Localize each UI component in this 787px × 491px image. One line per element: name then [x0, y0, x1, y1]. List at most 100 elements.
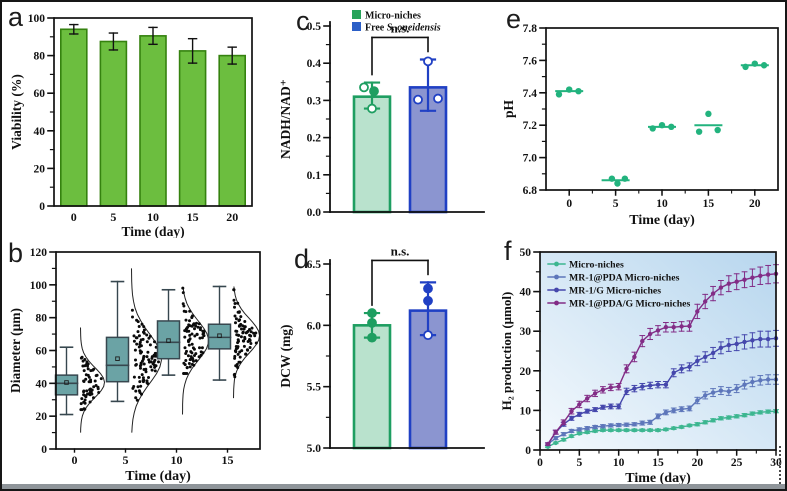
svg-text:20: 20	[34, 163, 46, 175]
panel-c: c n.s. 0.0 0.1 0.2 0.3 0.4 0.5 NADH/NAD⁺ Micro-n…	[264, 4, 496, 246]
sig-bracket: n.s.	[371, 20, 429, 76]
dcw-bar-chart: n.s. 5.0 5.5 6.0 6.5 DCW (mg)	[278, 246, 485, 455]
series-mr-1-pda-g-micro-niches	[544, 264, 779, 447]
bar-group-0	[352, 81, 392, 214]
svg-text:0: 0	[72, 453, 78, 467]
panel-c-label: c	[296, 6, 310, 36]
svg-text:30: 30	[520, 326, 532, 338]
svg-text:10: 10	[147, 210, 159, 224]
svg-text:7.8: 7.8	[523, 23, 538, 35]
panel-b: b 0 5 10 15 0 20 40 60 80 100 120 Time (day) Diamete…	[6, 240, 268, 488]
svg-text:n.s.: n.s.	[391, 20, 410, 35]
svg-text:Time (day): Time (day)	[121, 224, 184, 238]
svg-text:5.5: 5.5	[307, 382, 322, 394]
svg-text:MR-1/G Micro-niches: MR-1/G Micro-niches	[569, 286, 661, 297]
bar-day-10	[139, 35, 167, 207]
svg-text:Free S. oneidensis: Free S. oneidensis	[365, 23, 441, 34]
axes: 6.8 7.0 7.2 7.4 7.6 7.8 0 5 10 15 20	[523, 23, 779, 210]
scatter-points	[130, 308, 162, 402]
svg-text:80: 80	[36, 313, 48, 325]
panel-a-label: a	[8, 2, 24, 32]
scatter-points	[79, 355, 103, 412]
bar-day-5	[99, 40, 128, 207]
sig-bracket: n.s.	[371, 246, 429, 306]
svg-text:Viability (%): Viability (%)	[9, 74, 24, 150]
crop-mark-dotted-line	[779, 446, 781, 484]
plot-e: 6.8 7.0 7.2 7.4 7.6 7.8 0 5 10 15 20 Time (day) pH	[501, 23, 779, 228]
panel-b-label: b	[8, 238, 24, 268]
svg-text:5: 5	[110, 210, 116, 224]
diameter-box-plot: 0 5 10 15 0 20 40 60 80 100 120 Time (day) Diameter …	[8, 247, 261, 484]
panel-f: f 0 10 20 30 40 50 0 5 10 15 20 25 30 Micro-niches MR-…	[498, 238, 785, 488]
svg-text:20: 20	[749, 198, 761, 210]
svg-text:0.3: 0.3	[307, 95, 322, 107]
ph-scatter-chart: 6.8 7.0 7.2 7.4 7.6 7.8 0 5 10 15 20 Time (day) pH	[501, 23, 779, 228]
h2-production-line-chart: 0 10 20 30 40 50 0 5 10 15 20 25 30 Micro-niches MR-1@…	[499, 247, 782, 486]
svg-text:0: 0	[525, 445, 531, 457]
svg-text:5: 5	[576, 457, 582, 469]
box-group-day-0	[54, 327, 106, 433]
bars	[59, 23, 246, 207]
svg-text:Time (day): Time (day)	[625, 471, 691, 486]
box-group-day-10	[156, 286, 209, 415]
svg-text:120: 120	[30, 247, 48, 259]
svg-text:10: 10	[171, 453, 183, 467]
svg-text:20: 20	[692, 457, 704, 469]
panel-d-label: d	[294, 244, 310, 274]
svg-text:50: 50	[520, 247, 532, 259]
box-group-day-5	[105, 268, 162, 433]
svg-text:5.0: 5.0	[307, 443, 322, 455]
svg-text:Diameter (μm): Diameter (μm)	[8, 308, 23, 393]
box-group-day-15	[207, 285, 261, 399]
svg-text:7.0: 7.0	[523, 153, 538, 165]
viability-bar-chart: 0 5 10 15 20 0 20 40 60 80 100 Time (day) Viability …	[9, 13, 253, 238]
series-mr-1-pda-micro-niches	[544, 374, 779, 447]
svg-text:0.4: 0.4	[307, 58, 322, 70]
svg-text:5: 5	[613, 198, 619, 210]
panel-d: d n.s. 5.0 5.5 6.0 6.5 DCW (mg)	[264, 246, 496, 486]
plot-c: n.s. 0.0 0.1 0.2 0.3 0.4 0.5 NADH/NAD⁺	[278, 20, 485, 219]
axes: 0 20 40 60 80 100	[28, 13, 253, 213]
plot-a: 0 5 10 15 20 0 20 40 60 80 100 Time (day) Viability …	[9, 13, 253, 238]
axes: 0 20 40 60 80 100 120	[30, 247, 261, 456]
svg-text:25: 25	[731, 457, 743, 469]
svg-text:NADH/NAD⁺: NADH/NAD⁺	[278, 79, 293, 159]
svg-text:100: 100	[28, 13, 46, 25]
bar-day-15	[178, 50, 207, 207]
panel-e: e 6.8 7.0 7.2 7.4 7.6 7.8 0 5 10 15 20 Time (day) pH	[498, 4, 785, 238]
svg-text:0: 0	[41, 444, 47, 456]
svg-text:10: 10	[520, 405, 532, 417]
svg-text:6.5: 6.5	[307, 259, 322, 271]
svg-text:40: 40	[34, 126, 46, 138]
svg-text:40: 40	[520, 287, 532, 299]
svg-text:80: 80	[34, 51, 46, 63]
svg-text:6.8: 6.8	[523, 185, 538, 197]
panel-a: a 0 5 10 15 20 0 20 40 60 80 100 Time (day) Viabilit…	[6, 4, 258, 238]
ph-points	[555, 60, 769, 187]
nadh-nad-bar-chart: n.s. 0.0 0.1 0.2 0.3 0.4 0.5 NADH/NAD⁺ Micro-nic…	[278, 10, 485, 219]
svg-text:7.6: 7.6	[523, 55, 538, 67]
svg-text:0.1: 0.1	[307, 170, 322, 182]
axes: 5.0 5.5 6.0 6.5	[307, 259, 485, 455]
scatter-points	[181, 286, 206, 375]
svg-text:15: 15	[187, 210, 199, 224]
svg-text:20: 20	[36, 411, 48, 423]
svg-text:60: 60	[36, 346, 48, 358]
svg-text:15: 15	[652, 457, 664, 469]
svg-text:pH: pH	[501, 99, 516, 118]
panel-e-label: e	[506, 4, 522, 34]
legend-swatch-0	[352, 10, 361, 19]
svg-text:Micro-niches: Micro-niches	[569, 260, 624, 271]
scatter-points	[232, 288, 258, 379]
svg-text:Time (day): Time (day)	[629, 213, 695, 228]
bar-day-0	[59, 28, 88, 207]
plot-f: 0 10 20 30 40 50 0 5 10 15 20 25 30 Micro-niches MR-1@…	[499, 247, 782, 486]
bar-group-1	[408, 281, 448, 450]
svg-text:0: 0	[71, 210, 77, 224]
svg-text:H₂ production (μmol): H₂ production (μmol)	[499, 292, 514, 411]
legend-swatch-1	[352, 22, 361, 31]
svg-text:0.0: 0.0	[307, 207, 322, 219]
svg-text:MR-1@PDA Micro-niches: MR-1@PDA Micro-niches	[569, 273, 680, 284]
